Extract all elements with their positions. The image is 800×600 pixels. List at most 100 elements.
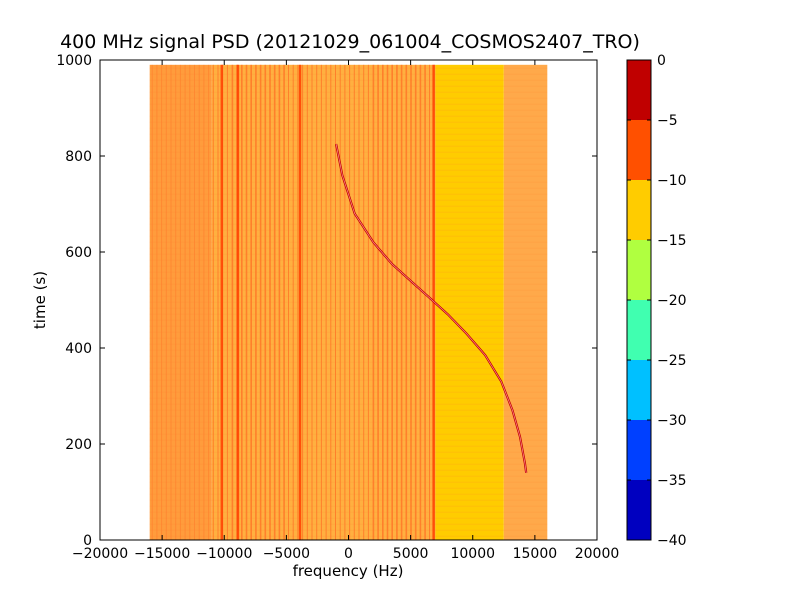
row-band: [149, 355, 548, 357]
y-tick-label: 1000: [56, 53, 92, 69]
row-band: [149, 91, 548, 93]
stripe: [245, 64, 248, 540]
x-tick-label: 5000: [393, 546, 429, 562]
stripe: [419, 64, 422, 540]
stripe: [273, 64, 276, 540]
stripe: [241, 64, 243, 540]
row-band: [149, 487, 548, 489]
row-band: [149, 103, 548, 105]
x-axis-label: frequency (Hz): [293, 562, 404, 580]
row-band: [149, 445, 548, 447]
stripe: [198, 64, 200, 540]
x-tick-label: 15000: [513, 546, 558, 562]
row-band: [149, 241, 548, 243]
colorbar-tick-label: −30: [657, 413, 687, 429]
colorbar-level: [627, 360, 651, 420]
colorbar-tick-label: −40: [657, 533, 687, 549]
y-tick-label: 200: [65, 437, 92, 453]
stripe: [156, 64, 158, 540]
row-band: [149, 121, 548, 123]
stripe: [264, 64, 267, 540]
stripe: [320, 64, 322, 540]
row-band: [149, 157, 548, 159]
row-band: [149, 247, 548, 249]
stripe: [414, 64, 417, 540]
row-band: [149, 115, 548, 117]
row-band: [149, 301, 548, 303]
strong-line: [236, 64, 240, 540]
stripe: [283, 64, 285, 540]
stripe: [194, 64, 195, 540]
row-band: [149, 169, 548, 171]
stripe: [382, 64, 384, 540]
strong-line: [220, 64, 223, 540]
row-band: [149, 205, 548, 207]
colorbar-tick-label: −25: [657, 353, 687, 369]
signal-trace-highlight: [335, 143, 527, 473]
row-band: [149, 331, 548, 333]
row-band: [149, 67, 548, 69]
row-band: [149, 127, 548, 129]
row-band: [149, 373, 548, 375]
row-band: [149, 289, 548, 291]
colorbar-level: [627, 300, 651, 360]
row-band: [149, 139, 548, 141]
heatmap: [149, 64, 548, 540]
y-tick-label: 800: [65, 149, 92, 165]
stripe: [203, 64, 205, 540]
stripe: [297, 64, 299, 540]
row-band: [149, 475, 548, 477]
stripe: [335, 64, 336, 540]
stripe: [250, 64, 252, 540]
stripe: [377, 64, 379, 540]
x-tick-label: −5000: [263, 546, 310, 562]
stripe: [255, 64, 257, 540]
x-tick-label: 10000: [450, 546, 495, 562]
row-band: [149, 391, 548, 393]
row-band: [149, 181, 548, 183]
stripe: [344, 64, 346, 540]
row-band: [149, 307, 548, 309]
y-axis: 0 200 400 600 800 1000: [56, 53, 597, 549]
stripe: [353, 64, 355, 540]
stripe: [175, 64, 177, 540]
row-band: [149, 517, 548, 519]
row-band: [149, 283, 548, 285]
stripe: [161, 64, 163, 540]
row-band: [149, 511, 548, 513]
stripe: [212, 64, 214, 540]
stripe: [367, 64, 369, 540]
stripe: [170, 64, 172, 540]
row-band: [149, 343, 548, 345]
row-band: [149, 325, 548, 327]
stripe: [325, 64, 327, 540]
colorbar-level: [627, 480, 651, 540]
row-band: [149, 163, 548, 165]
stripe: [189, 64, 191, 540]
stripe: [259, 64, 262, 540]
row-band: [149, 265, 548, 267]
stripe: [306, 64, 308, 540]
row-band: [149, 73, 548, 75]
stripe: [386, 64, 389, 540]
row-band: [149, 151, 548, 153]
row-band: [149, 187, 548, 189]
row-band: [149, 175, 548, 177]
y-tick-label: 600: [65, 245, 92, 261]
stripe: [330, 64, 332, 540]
row-band: [149, 253, 548, 255]
stripe: [269, 64, 271, 540]
row-band: [149, 295, 548, 297]
stripe: [311, 64, 313, 540]
colorbar-level: [627, 180, 651, 240]
stripe: [302, 64, 304, 540]
row-band: [149, 397, 548, 399]
stripe: [391, 64, 393, 540]
row-band: [149, 223, 548, 225]
row-band: [149, 421, 548, 423]
row-band: [149, 385, 548, 387]
stripe: [372, 64, 375, 540]
colorbar-tick-label: −15: [657, 233, 687, 249]
y-tick-label: 400: [65, 341, 92, 357]
